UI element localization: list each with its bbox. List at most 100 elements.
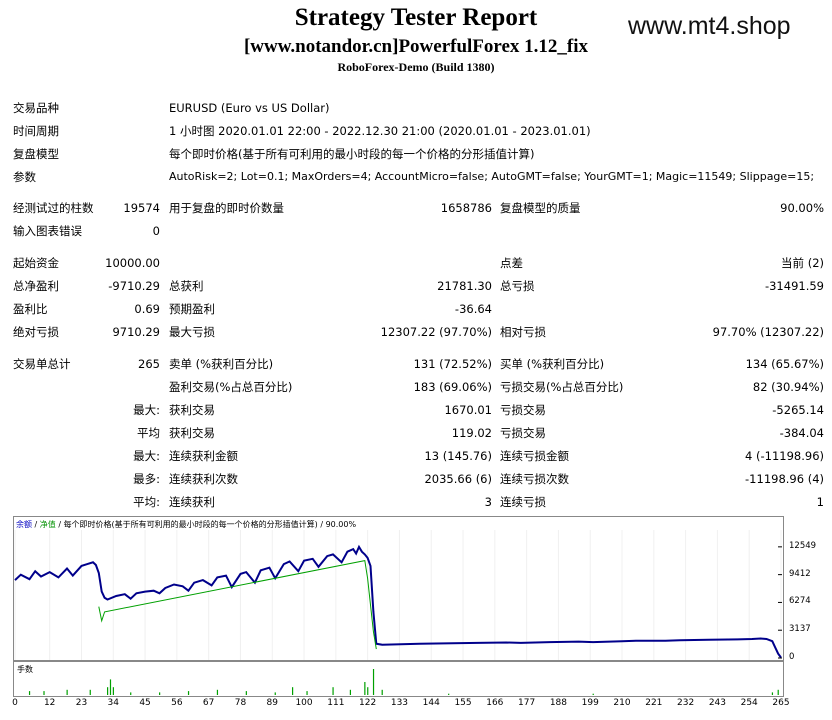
max-consecutive-wins-label: 连续获利金额	[169, 449, 238, 463]
volume-bar	[771, 692, 774, 695]
max-consecutive-wins-value: 13 (145.76)	[424, 449, 492, 463]
y-tick-label: 3137	[789, 624, 811, 635]
net-profit-value: -9710.29	[108, 279, 160, 293]
x-tick-label: 133	[390, 698, 409, 708]
volume-label: 手数	[17, 665, 33, 674]
largest-loss-value: -5265.14	[772, 403, 824, 417]
total-trades-label: 交易单总计	[13, 357, 71, 371]
average-profit-label: 获利交易	[169, 426, 215, 440]
profit-factor-label: 盈利比	[13, 302, 48, 316]
period-label: 时间周期	[13, 124, 59, 138]
absolute-drawdown-label: 绝对亏损	[13, 325, 59, 339]
long-positions-value: 134 (65.67%)	[745, 357, 824, 371]
short-positions-value: 131 (72.52%)	[413, 357, 492, 371]
model-label: 复盘模型	[13, 147, 59, 161]
largest-profit-label: 获利交易	[169, 403, 215, 417]
relative-drawdown-value: 97.70% (12307.22)	[712, 325, 824, 339]
x-tick-label: 56	[171, 698, 183, 708]
volume-bar	[372, 669, 375, 695]
loss-trades-label: 亏损交易(%占总百分比)	[500, 380, 624, 394]
volume-bar	[448, 693, 450, 695]
profit-factor-value: 0.69	[134, 302, 160, 316]
ticks-value: 1658786	[440, 201, 492, 215]
bars-value: 19574	[123, 201, 160, 215]
average-consecutive-losses-label: 连续亏损	[500, 495, 546, 509]
x-tick-label: 232	[677, 698, 695, 708]
watermark: www.mt4.shop	[628, 12, 791, 40]
spread-value: 当前 (2)	[781, 256, 824, 270]
gross-profit-value: 21781.30	[437, 279, 492, 293]
x-tick-label: 155	[454, 698, 472, 708]
volume-bar	[106, 687, 109, 695]
most-consecutive-profit-label: 连续获利次数	[169, 472, 238, 486]
most-consecutive-loss-label: 连续亏损次数	[500, 472, 569, 486]
average-consecutive-losses-value: 1	[816, 495, 824, 509]
volume-chart-panel	[13, 661, 784, 697]
maximal-drawdown-value: 12307.22 (97.70%)	[380, 325, 492, 339]
equity-line	[98, 560, 377, 650]
quality-value: 90.00%	[780, 201, 824, 215]
absolute-drawdown-value: 9710.29	[112, 325, 160, 339]
legend-model-text: / 每个即时价格(基于所有可利用的最小时段的每一个价格的分形插值计算) / 90…	[55, 520, 357, 529]
x-tick-label: 221	[645, 698, 663, 708]
x-tick-label: 0	[12, 698, 18, 708]
gross-profit-label: 总获利	[169, 279, 204, 293]
spread-label: 点差	[500, 256, 523, 270]
largest-profit-value: 1670.01	[444, 403, 492, 417]
x-tick-label: 111	[327, 698, 345, 708]
balance-line	[14, 544, 782, 659]
model-value: 每个即时价格(基于所有可利用的最小时段的每一个价格的分形插值计算)	[169, 147, 535, 161]
legend-balance: 余额	[16, 520, 32, 529]
average-consecutive-wins-value: 3	[484, 495, 492, 509]
params-value: AutoRisk=2; Lot=0.1; MaxOrders=4; Accoun…	[169, 170, 815, 183]
volume-chart-svg	[28, 669, 779, 695]
x-tick-label: 12	[43, 698, 56, 708]
total-trades-value: 265	[138, 357, 160, 371]
expert-name: [www.notandor.cn]PowerfulForex 1.12_fix	[243, 36, 589, 57]
net-profit-label: 总净盈利	[13, 279, 59, 293]
volume-bar	[306, 691, 308, 695]
expected-payoff-label: 预期盈利	[169, 302, 215, 316]
average-profit-value: 119.02	[451, 426, 492, 440]
x-tick-label: 199	[581, 698, 599, 708]
short-positions-label: 卖单 (%获利百分比)	[169, 357, 274, 371]
deposit-value: 10000.00	[105, 256, 160, 270]
max-consecutive-prefix: 最大:	[133, 449, 160, 463]
x-tick-label: 122	[359, 698, 377, 708]
max-consecutive-losses-value: 4 (-11198.96)	[745, 449, 824, 463]
long-positions-label: 买单 (%获利百分比)	[500, 357, 605, 371]
volume-bar	[130, 692, 132, 695]
largest-loss-label: 亏损交易	[500, 403, 546, 417]
volume-bar	[364, 682, 366, 695]
expected-payoff-value: -36.64	[454, 302, 492, 316]
balance-chart-panel	[13, 516, 784, 661]
x-tick-label: 144	[422, 698, 440, 708]
x-tick-label: 23	[75, 698, 88, 708]
max-consecutive-losses-label: 连续亏损金额	[500, 449, 569, 463]
volume-bar	[592, 693, 594, 695]
most-consecutive-loss-value: -11198.96 (4)	[745, 472, 824, 486]
params-label: 参数	[13, 170, 36, 184]
volume-bar	[245, 691, 247, 695]
volume-bar	[274, 692, 276, 695]
volume-bar	[109, 679, 112, 695]
volume-bar	[291, 687, 294, 695]
average-loss-value: -384.04	[779, 426, 824, 440]
symbol-label: 交易品种	[13, 101, 59, 115]
volume-bar	[367, 687, 369, 695]
volume-bar	[777, 689, 779, 695]
x-tick-label: 265	[772, 698, 790, 708]
volume-bar	[159, 692, 161, 695]
average-loss-label: 亏损交易	[500, 426, 546, 440]
relative-drawdown-label: 相对亏损	[500, 325, 546, 339]
errors-value: 0	[152, 224, 160, 238]
balance-chart-svg	[14, 530, 782, 660]
gross-loss-value: -31491.59	[764, 279, 824, 293]
bars-label: 经测试过的柱数	[13, 201, 94, 215]
x-tick-label: 210	[613, 698, 631, 708]
x-tick-label: 177	[518, 698, 536, 708]
average-prefix: 平均	[137, 426, 160, 440]
errors-label: 输入图表错误	[13, 224, 82, 238]
x-tick-label: 166	[486, 698, 504, 708]
x-tick-label: 89	[266, 698, 278, 708]
